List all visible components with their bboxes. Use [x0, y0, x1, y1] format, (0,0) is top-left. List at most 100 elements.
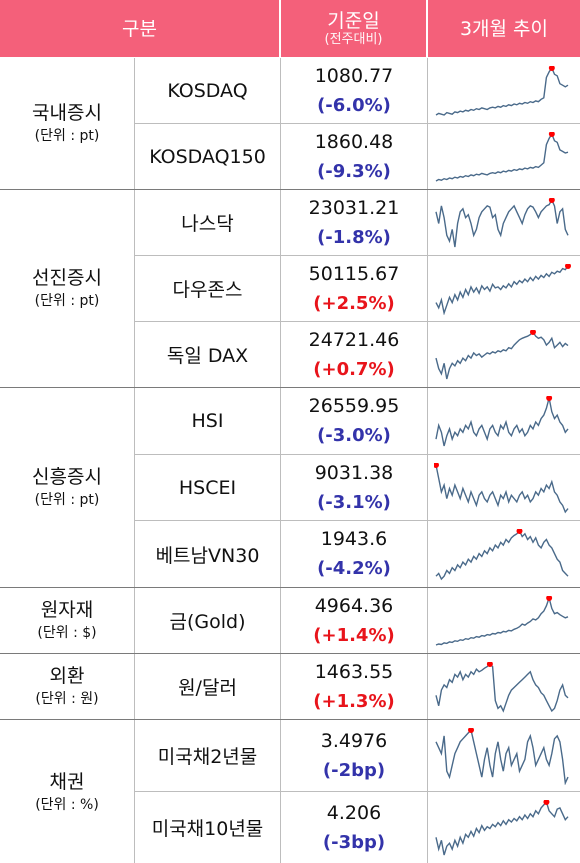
group-unit: (단위 : 원) [35, 691, 99, 707]
divider [135, 255, 580, 256]
header-trend-label: 3개월 추이 [459, 17, 549, 40]
header-base-date-label: 기준일 [327, 9, 380, 32]
row-name: 미국채10년물 [151, 818, 264, 840]
trend-line [435, 596, 569, 646]
divider [0, 189, 580, 190]
group-commodity: 원자재 (단위 : $) [0, 588, 134, 652]
divider [135, 520, 580, 521]
trend-line [435, 198, 569, 248]
row-value-cell: 1080.77 (-6.0%) [281, 58, 427, 123]
row-value: 4964.36 [314, 594, 394, 617]
row-change: (-6.0%) [317, 94, 391, 116]
trend-sparkline [435, 728, 569, 785]
trend-sparkline [435, 396, 569, 447]
group-name: 신흥증시 [32, 466, 102, 488]
group-fx: 외환 (단위 : 원) [0, 654, 134, 718]
trend-peak-marker [546, 396, 553, 401]
row-name: 미국채2년물 [157, 746, 258, 768]
row-value: 1860.48 [314, 130, 394, 153]
group-name: 국내증시 [32, 102, 102, 124]
divider [135, 123, 580, 124]
trend-sparkline [435, 529, 569, 581]
row-value-cell: 4964.36 (+1.4%) [281, 588, 427, 653]
trend-sparkline [435, 662, 569, 713]
row-change: (-3.0%) [317, 425, 391, 446]
divider [280, 0, 281, 57]
trend-peak-marker [548, 66, 555, 71]
group-unit: (단위 : $) [37, 625, 97, 641]
group-name: 채권 [49, 770, 85, 793]
trend-sparkline [435, 198, 569, 248]
trend-peak-marker [468, 728, 475, 733]
divider [0, 719, 580, 720]
trend-line [435, 132, 569, 182]
trend-peak-marker [543, 800, 550, 805]
group-unit: (단위 : pt) [34, 492, 100, 508]
row-name: 독일 DAX [166, 345, 249, 367]
trend-peak-marker [548, 132, 555, 137]
trend-peak-marker [529, 330, 536, 335]
divider [135, 454, 580, 455]
trend-line [435, 66, 569, 116]
divider [135, 321, 580, 322]
row-name: 베트남VN30 [155, 544, 260, 567]
header-base-date: 기준일 (전주대비) [281, 0, 426, 57]
trend-sparkline [435, 264, 571, 315]
row-change: (+1.4%) [313, 624, 395, 646]
group-unit: (단위 : pt) [34, 128, 100, 144]
header-trend: 3개월 추이 [428, 0, 580, 57]
row-change: (-1.8%) [317, 226, 391, 248]
group-developed: 선진증시 (단위 : pt) [0, 190, 134, 386]
trend-line [435, 397, 569, 447]
header-category: 구분 [0, 0, 279, 57]
group-name: 원자재 [40, 599, 94, 621]
row-name: HSI [191, 410, 224, 432]
trend-sparkline [434, 463, 569, 514]
row-value: 3.4976 [320, 729, 388, 752]
trend-peak-marker [546, 596, 553, 601]
group-bond: 채권 (단위 : %) [0, 720, 134, 863]
divider [280, 58, 281, 863]
row-name: 원/달러 [178, 677, 237, 699]
row-change: (+2.5%) [313, 292, 395, 314]
row-name: HSCEI [178, 476, 237, 499]
divider [134, 58, 135, 863]
row-value-cell: 1463.55 (+1.3%) [281, 654, 427, 719]
row-name: 나스닥 [181, 213, 234, 235]
trend-line [435, 330, 569, 380]
row-value-cell: 26559.95 (-3.0%) [281, 388, 427, 454]
trend-line [435, 728, 569, 785]
group-name: 선진증시 [32, 267, 102, 289]
trend-sparkline [435, 132, 569, 182]
trend-line [435, 800, 569, 856]
row-value: 23031.21 [308, 196, 400, 219]
row-change: (-3bp) [322, 831, 386, 853]
trend-peak-marker [548, 198, 555, 203]
row-value-cell: 1860.48 (-9.3%) [281, 124, 427, 189]
row-value-cell: 9031.38 (-3.1%) [281, 455, 427, 520]
row-value: 4.206 [326, 801, 382, 824]
row-change: (+0.7%) [313, 358, 395, 380]
row-change: (-4.2%) [317, 558, 391, 579]
trend-line [435, 265, 569, 315]
row-change: (-3.1%) [317, 491, 391, 513]
row-value: 9031.38 [314, 461, 394, 484]
row-change: (-2bp) [322, 759, 386, 781]
trend-line [435, 529, 569, 581]
group-unit: (단위 : pt) [34, 293, 100, 309]
group-unit: (단위 : %) [35, 796, 99, 813]
divider [135, 791, 580, 792]
row-change: (+1.3%) [313, 690, 395, 712]
divider [0, 653, 580, 654]
header-base-date-sub: (전주대비) [324, 31, 383, 47]
row-value-cell: 23031.21 (-1.8%) [281, 190, 427, 255]
trend-peak-marker [486, 662, 493, 667]
row-value-cell: 1943.6 (-4.2%) [281, 521, 427, 587]
divider [0, 587, 580, 588]
row-name: KOSDAQ [167, 79, 248, 102]
row-value-cell: 50115.67 (+2.5%) [281, 256, 427, 321]
row-name: 금(Gold) [169, 611, 246, 633]
row-value: 1080.77 [314, 64, 394, 87]
trend-sparkline [435, 596, 569, 646]
trend-peak-marker [565, 264, 571, 269]
